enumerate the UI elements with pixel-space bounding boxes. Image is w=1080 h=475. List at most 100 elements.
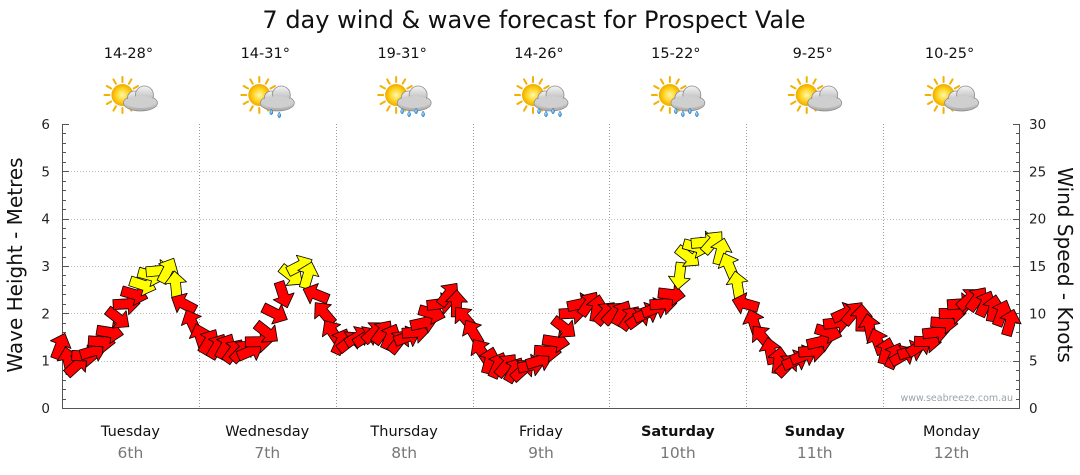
sun-ray [543,85,550,90]
cloud-fill [262,96,293,108]
y-tick-label: 1 [41,354,50,370]
sun-ray [269,85,276,90]
sun-ray [379,85,386,90]
light-rain-icon [240,76,295,119]
wind-arrows [50,230,1022,385]
wind-arrow [674,244,700,267]
y-tick-label: 2 [41,306,50,322]
wind-arrow [314,302,337,327]
sun-ray [675,78,680,85]
temperature-range: 14-28° [104,46,153,62]
day-name-label: Friday [519,424,563,440]
day-date-label: 8th [391,444,417,462]
day-date-label: 11th [797,444,833,462]
sun-ray [790,100,797,105]
wind-arrow [731,292,760,315]
sun-ray [112,105,117,112]
sun-ray [379,100,386,105]
rain-drop [674,107,678,115]
sun-ray [523,105,528,112]
chart-title: 7 day wind & wave forecast for Prospect … [262,6,805,34]
sun-ray [516,85,523,90]
rain-icon [650,76,706,118]
y2-tick-label: 30 [1029,117,1046,133]
sun-ray [926,85,934,90]
y2-tick-label: 0 [1029,401,1038,417]
sun-ray [516,100,523,105]
wind-arrow [668,261,691,290]
cloud-fill [125,96,156,108]
sun-ray [249,105,254,112]
y-tick-label: 0 [41,401,50,417]
wind-arrow [462,319,485,347]
sun-ray [790,85,797,90]
day-name-label: Thursday [369,424,438,440]
sun-ray [105,85,113,90]
sun-ray [242,100,250,105]
sun-ray [523,78,528,85]
y2-tick-label: 25 [1029,164,1046,180]
temperature-range: 15-22° [651,46,700,62]
temperature-range: 9-25° [793,46,833,62]
cloud-fill [399,96,430,108]
day-labels: Tuesday 6th Wednesday 7th Thursday 8th Friday 9… [100,424,981,462]
sun-ray [105,100,113,105]
sun-ray [796,105,802,112]
axes: 0 1 2 3 4 5 6 0 5 10 15 20 25 30 [41,117,1046,417]
sun-ray [953,85,961,90]
y-axis-label-right: Wind Speed - Knots [1053,167,1077,363]
y2-tick-label: 20 [1029,212,1046,228]
sun-ray [112,78,117,85]
partly-cloudy-icon [924,76,979,114]
partly-cloudy-icon [787,76,843,114]
cloud-shape [396,85,432,112]
rain-icon [377,76,432,118]
day-name-label: Tuesday [100,424,160,440]
cloud-shape [259,85,295,112]
wind-arrow [260,302,288,325]
y2-tick-label: 5 [1029,354,1038,370]
y-tick-label: 5 [41,164,50,180]
rain-drop [414,107,418,115]
sun-ray [933,105,939,112]
rain-drop [695,110,699,118]
cloud-fill [946,96,977,108]
wind-arrow [999,308,1022,338]
rain-drop [277,111,282,119]
y-tick-label: 4 [41,212,50,228]
cloud-shape [807,85,843,112]
sun-ray [812,78,817,85]
rain-drop [681,110,685,118]
day-name-label: Sunday [785,424,846,440]
rain-icon [514,76,569,118]
y2-tick-label: 10 [1029,306,1046,322]
sun-ray [386,105,391,112]
day-name-label: Monday [923,424,981,440]
temperature-range: 14-26° [514,46,563,62]
rain-drop [688,107,692,115]
temperature-range: 10-25° [925,46,974,62]
rain-drop [269,108,274,116]
sun-ray [653,85,660,90]
sun-ray [249,78,254,85]
sun-ray [680,85,687,90]
wind-arrow [302,283,331,305]
wind-arrow [550,315,576,338]
sun-ray [242,85,250,90]
day-date-label: 9th [528,444,554,462]
rain-drop [558,110,562,118]
cloud-shape [123,85,158,112]
day-name-label: Saturday [641,424,715,440]
sun-ray [796,78,802,85]
cloud-shape [944,85,979,112]
temperature-range: 14-31° [241,46,290,62]
rain-drop [537,107,541,115]
cloud-fill [672,96,703,108]
day-date-label: 10th [660,444,696,462]
forecast-header: 14-28° 14-31° 19-31° 14-26° 15-22° 9-25° 10-25… [103,46,979,119]
rain-drop [421,110,425,118]
sun-ray [386,78,391,85]
sun-ray [264,78,270,85]
cloud-shape [533,85,569,112]
